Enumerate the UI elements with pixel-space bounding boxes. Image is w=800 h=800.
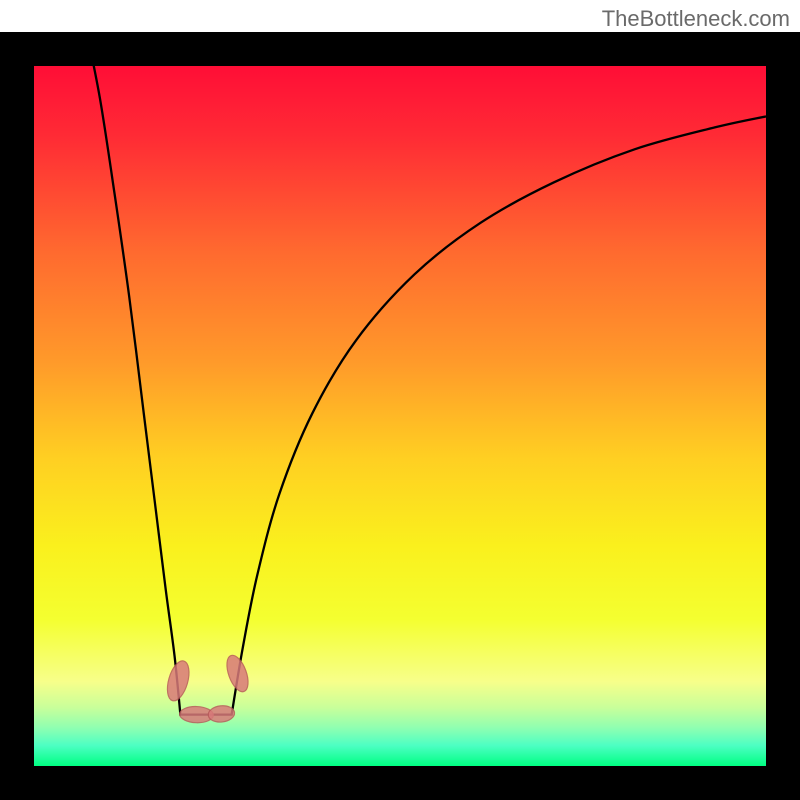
watermark-text: TheBottleneck.com (602, 6, 790, 32)
plot-svg (0, 0, 800, 800)
figure-root: TheBottleneck.com (0, 0, 800, 800)
